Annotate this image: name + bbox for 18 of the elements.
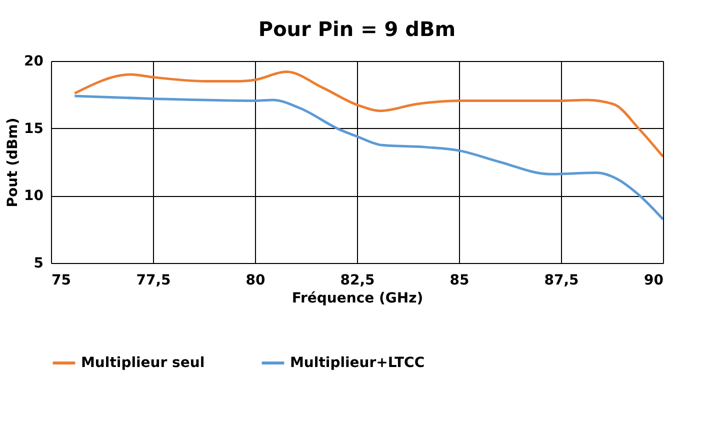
x-tick-label: 82,5 [340,272,375,288]
x-tick-label: 85 [450,272,470,288]
legend-label: Multiplieur+LTCC [290,355,425,371]
x-tick-label: 87,5 [544,272,579,288]
y-tick-label: 10 [24,188,44,204]
x-axis-title: Fréquence (GHz) [292,290,424,306]
y-tick-label: 5 [34,256,44,272]
y-tick-label: 20 [24,54,44,70]
y-tick-label: 15 [24,120,44,137]
x-tick-label: 77,5 [136,272,171,288]
y-axis-title: Pout (dBm) [5,118,22,208]
chart-title: Pour Pin = 9 dBm [258,17,456,41]
line-series [73,70,663,158]
x-tick-label: 90 [644,272,664,288]
x-tick-label: 75 [52,272,71,288]
x-tick-label: 80 [246,272,266,288]
line-series [73,94,663,220]
legend-label: Multiplieur seul [81,355,205,371]
